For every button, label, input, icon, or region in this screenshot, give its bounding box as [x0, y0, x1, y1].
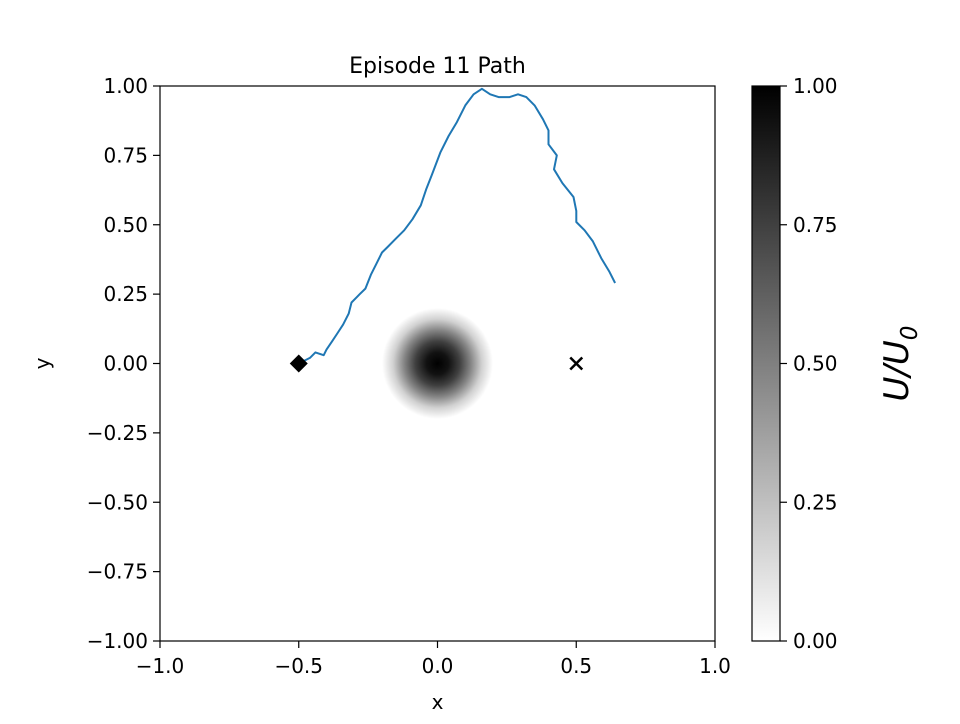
plot-area: −1.0 −0.5 0.0 0.5 1.0 1.00 0.75 0.50 0.25 0.00 −0… [87, 74, 731, 678]
potential-field-heatmap [382, 308, 493, 419]
y-tick-label: −0.50 [87, 490, 148, 514]
y-tick-label: 0.00 [103, 352, 148, 376]
x-tick-label: 0.0 [422, 654, 454, 678]
chart-title: Episode 11 Path [349, 54, 526, 79]
colorbar-tick-label: 0.25 [793, 490, 838, 514]
colorbar: 1.00 0.75 0.50 0.25 0.00 U/U0 [751, 74, 923, 653]
x-tick-label: 0.5 [560, 654, 592, 678]
y-tick-label: −0.25 [87, 421, 148, 445]
y-tick-label: 1.00 [103, 74, 148, 98]
colorbar-tick-label: 0.75 [793, 213, 838, 237]
colorbar-label: U/U0 [877, 326, 923, 402]
x-tick-label: −0.5 [274, 654, 323, 678]
colorbar-tick-label: 1.00 [793, 74, 838, 98]
colorbar-gradient [751, 85, 781, 642]
y-axis-label: y [30, 357, 54, 369]
x-axis-ticks: −1.0 −0.5 0.0 0.5 1.0 [136, 641, 731, 678]
colorbar-ticks: 1.00 0.75 0.50 0.25 0.00 [780, 74, 838, 653]
x-tick-label: 1.0 [699, 654, 731, 678]
episode-path-line [298, 87, 616, 365]
colorbar-label-main: U/U [877, 340, 917, 401]
colorbar-tick-label: 0.00 [793, 629, 838, 653]
y-tick-label: −0.75 [87, 560, 148, 584]
x-tick-label: −1.0 [136, 654, 185, 678]
y-tick-label: 0.25 [103, 282, 148, 306]
y-axis-ticks: 1.00 0.75 0.50 0.25 0.00 −0.25 −0.50 −0.75 −1.00 [87, 74, 160, 653]
y-tick-label: 0.75 [103, 143, 148, 167]
y-tick-label: −1.00 [87, 629, 148, 653]
goal-marker [569, 356, 584, 371]
start-marker [289, 354, 308, 373]
y-tick-label: 0.50 [103, 213, 148, 237]
x-axis-label: x [432, 690, 444, 714]
colorbar-tick-label: 0.50 [793, 352, 838, 376]
colorbar-label-subscript: 0 [897, 326, 923, 341]
